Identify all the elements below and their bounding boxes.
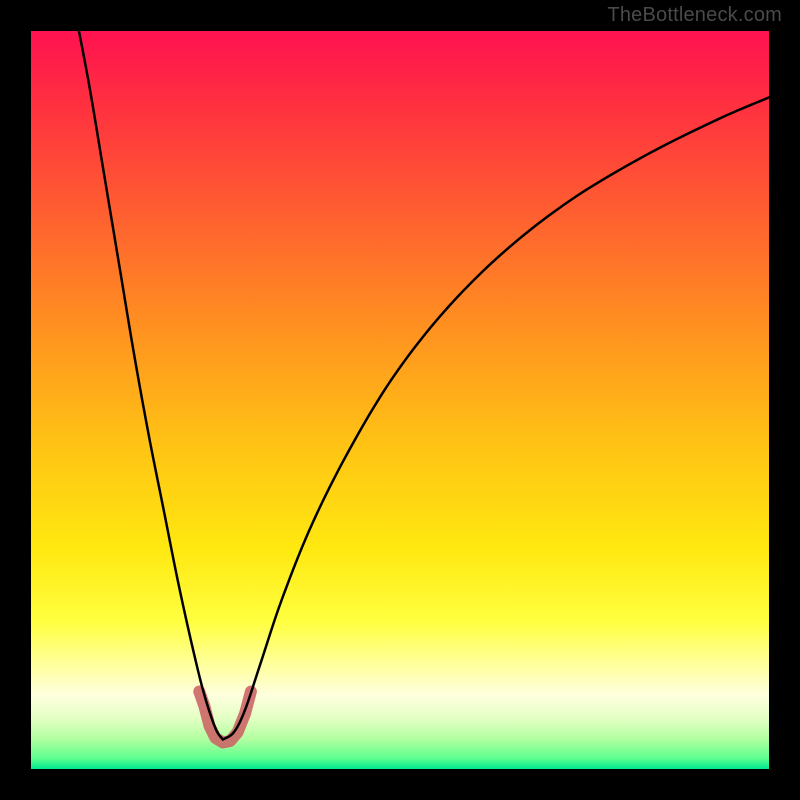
chart-svg (31, 31, 769, 769)
watermark-text: TheBottleneck.com (607, 4, 782, 27)
chart-plot-area (31, 31, 769, 769)
